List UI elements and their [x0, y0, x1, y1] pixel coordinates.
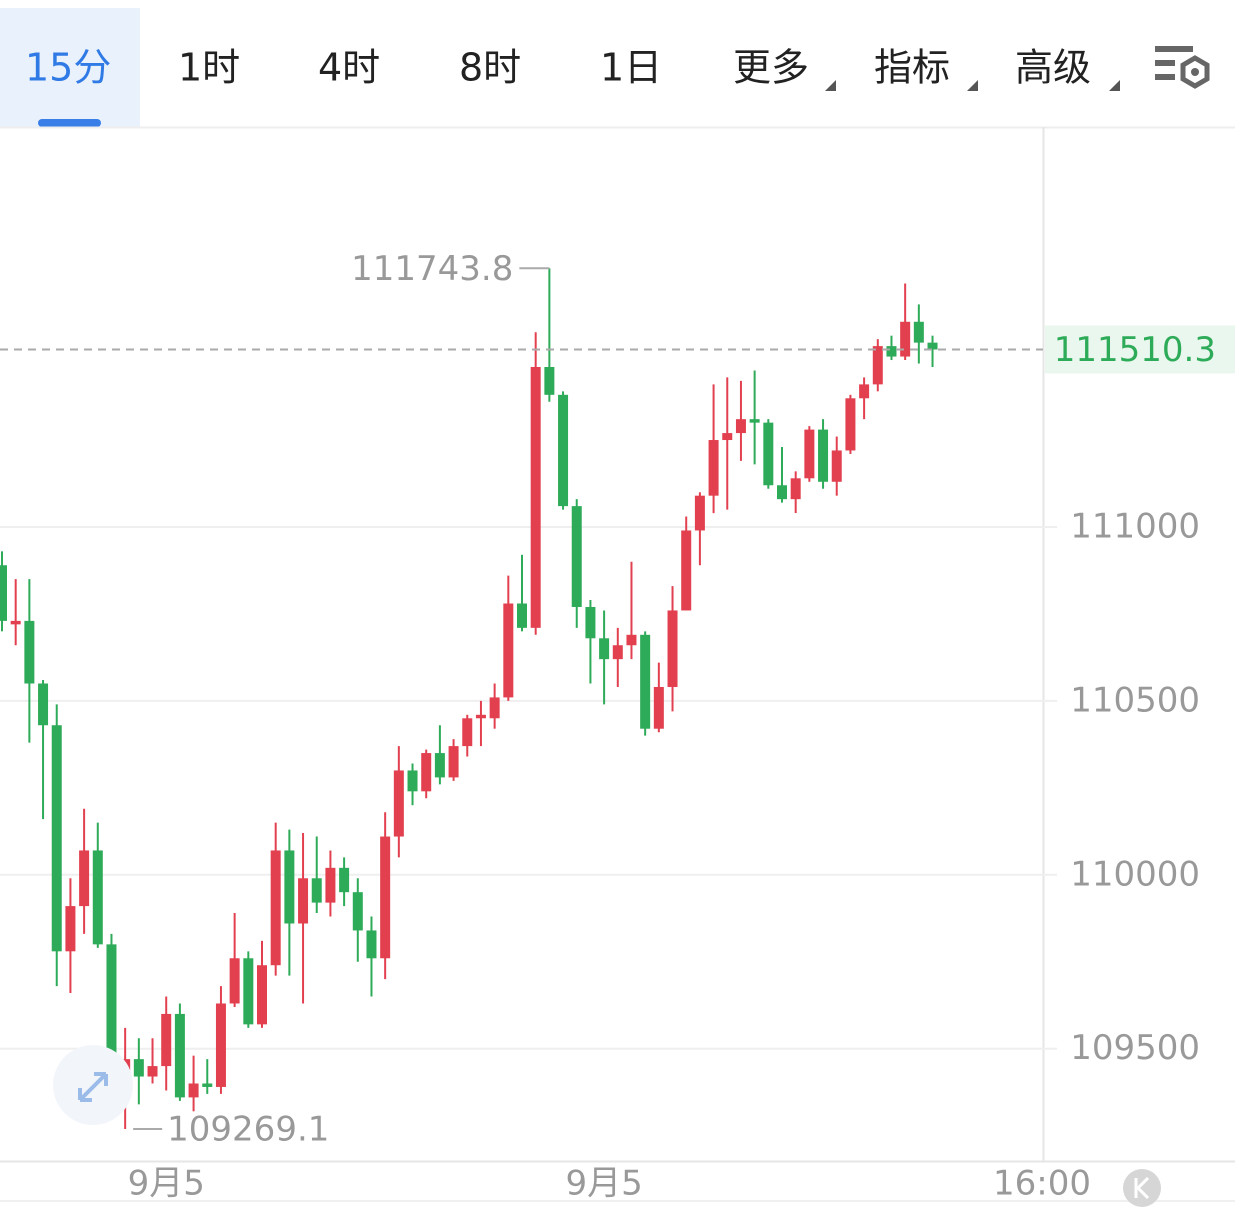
candle-body [161, 1013, 172, 1067]
candle-body [790, 478, 801, 500]
expand-button[interactable] [53, 1045, 133, 1125]
tab[interactable]: 指标 [874, 46, 950, 90]
candle-body [65, 906, 76, 952]
candle-body [434, 753, 445, 778]
x-tick-label: 9月5 [565, 1164, 642, 1204]
candle-body [298, 878, 309, 924]
candle-body [530, 366, 541, 628]
tab[interactable]: 1时 [178, 46, 240, 90]
tab[interactable]: 1日 [600, 46, 662, 90]
active-tab-indicator [38, 119, 101, 127]
candle-body [133, 1059, 144, 1077]
candle-body [79, 850, 90, 907]
candle-body [599, 638, 610, 660]
low-label: 109269.1 [167, 1110, 329, 1150]
candle-body [229, 958, 240, 1004]
candle-body [352, 892, 363, 931]
candle-body [503, 603, 514, 698]
dropdown-arrow [967, 80, 978, 91]
candle-body [777, 485, 787, 500]
candle-body [489, 697, 500, 719]
candle-body [818, 429, 829, 482]
candle-body [202, 1083, 213, 1087]
candle-body [92, 850, 103, 945]
candle-body [558, 394, 569, 507]
candle-body [51, 725, 62, 952]
candle-body [270, 850, 281, 966]
candle-body [366, 930, 377, 959]
candle-body [585, 606, 596, 639]
candle-body [708, 440, 719, 496]
x-tick-label: 16:00 [993, 1164, 1091, 1204]
last-price-label: 111510.3 [1054, 330, 1216, 370]
plot: 109500 110000 110500 111000 9月5 9月5 16:00 11174… [0, 249, 1235, 1204]
candle-body [407, 770, 418, 792]
candle-body [667, 610, 678, 687]
candle-body [339, 867, 350, 893]
dropdown-arrow [1109, 80, 1120, 91]
tab[interactable]: 15分 [25, 46, 111, 90]
candle-body [571, 506, 582, 607]
candle-body [886, 346, 897, 357]
candle-body [831, 450, 842, 482]
candle-body [393, 770, 404, 837]
candle-body [462, 718, 473, 747]
candle-body [913, 321, 924, 343]
candle-body [804, 429, 815, 479]
candle-body [927, 342, 938, 350]
active-tab-bg [0, 8, 140, 127]
high-label: 111743.8 [351, 249, 513, 289]
candle-body [380, 836, 391, 959]
tab-bar: 15分 1时 4时 8时 1日 更多 指标 高级 [25, 46, 1210, 91]
candle-body [653, 686, 664, 729]
candle-body [10, 620, 21, 625]
candle-body [257, 965, 267, 1025]
candle-body [215, 1003, 226, 1087]
candle-body [640, 634, 651, 729]
candle-body [448, 746, 459, 778]
candle-body [284, 850, 295, 924]
candle-body [188, 1083, 199, 1098]
candle-body [475, 714, 486, 719]
candle-body [763, 422, 774, 486]
x-tick-label: 9月5 [128, 1164, 205, 1204]
candle-body [749, 419, 760, 423]
y-tick-label: 111000 [1070, 506, 1200, 546]
candle-body [859, 384, 870, 399]
candle-body [681, 530, 692, 611]
y-tick-label: 109500 [1070, 1028, 1200, 1068]
candle-body [325, 867, 336, 903]
candle-body [872, 346, 883, 385]
tab[interactable]: 8时 [459, 46, 521, 90]
candle-body [626, 634, 637, 646]
candle-body [24, 620, 35, 684]
y-tick-label: 110500 [1070, 680, 1200, 720]
candle-body [174, 1013, 185, 1098]
candle-body [38, 683, 49, 726]
settings-icon[interactable] [1155, 46, 1210, 89]
candle-body [900, 321, 911, 357]
candle-body [0, 565, 7, 621]
candle-body [517, 603, 527, 628]
candle-body [845, 398, 856, 451]
candle-body [311, 878, 322, 903]
candle-body [243, 958, 254, 1025]
k-button[interactable] [1123, 1169, 1161, 1207]
tab[interactable]: 高级 [1015, 46, 1091, 90]
dropdown-arrow [825, 80, 836, 91]
candle-body [421, 753, 432, 792]
candle-body [735, 419, 746, 434]
candle-body [722, 433, 733, 441]
candle-body [106, 944, 117, 1077]
y-tick-label: 110000 [1070, 854, 1200, 894]
tab[interactable]: 更多 [733, 46, 809, 90]
candle-body [147, 1066, 158, 1077]
candle-body [544, 366, 555, 395]
tab[interactable]: 4时 [318, 46, 380, 90]
candle-body [694, 495, 705, 531]
last-price-box [1045, 325, 1235, 374]
candle-body [612, 645, 623, 660]
